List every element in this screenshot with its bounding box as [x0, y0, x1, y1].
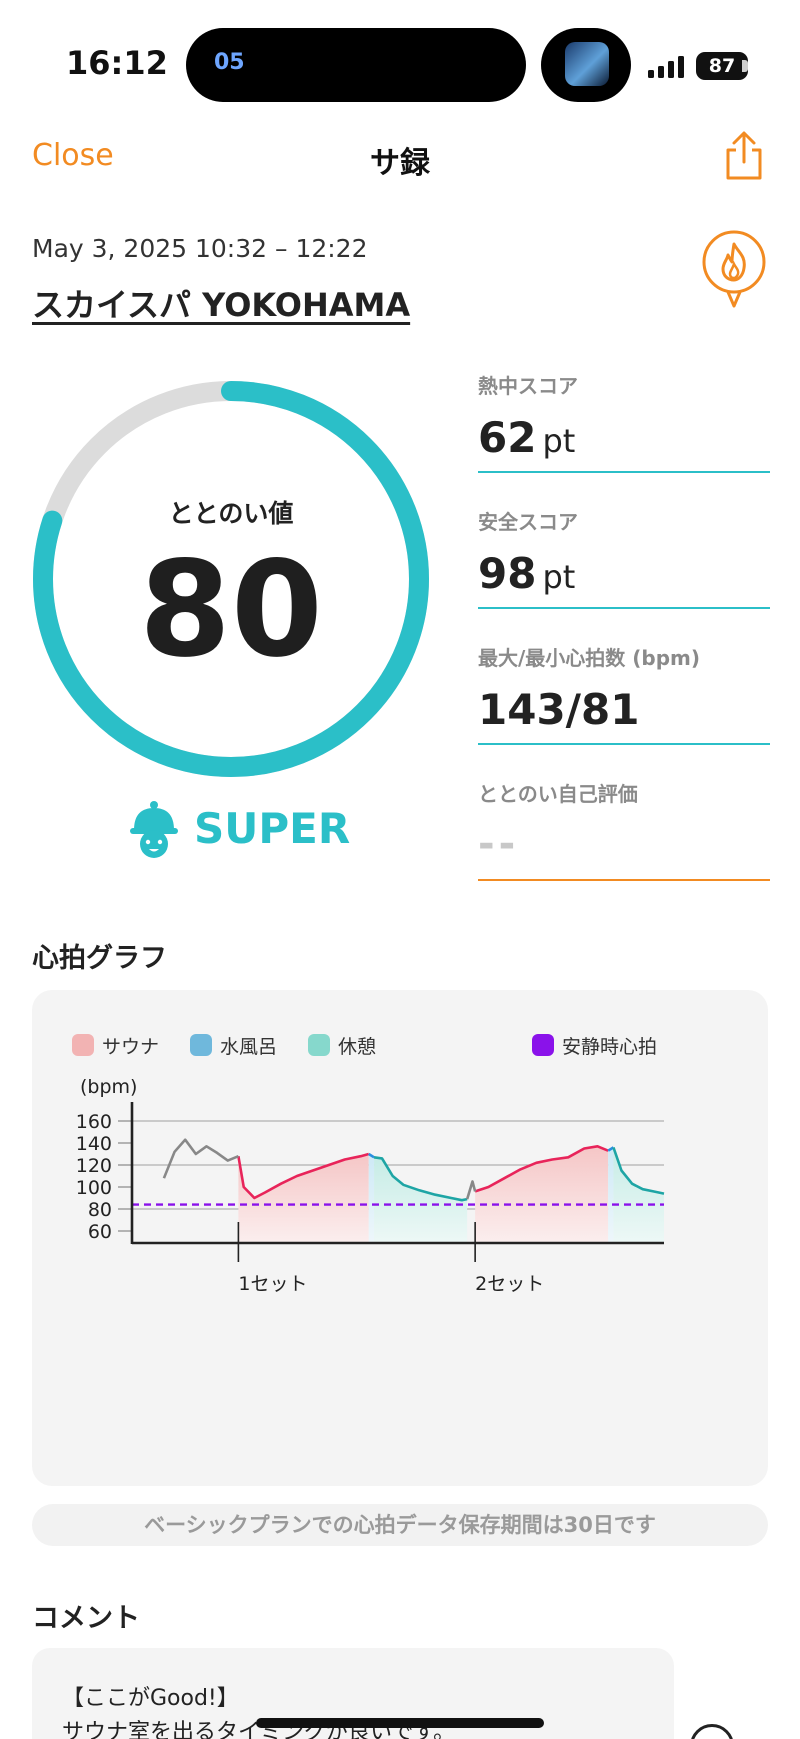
segment-fill — [475, 1146, 609, 1242]
segment-fill — [608, 1147, 614, 1242]
y-tick-label: 160 — [76, 1111, 112, 1133]
heart-rate-line — [465, 1180, 477, 1200]
heart-rate-line — [373, 1156, 468, 1202]
stat-heat-score: 熱中スコア 62 pt — [478, 370, 770, 473]
stat-heart-rate: 最大/最小心拍数 (bpm) 143/81 — [478, 642, 770, 745]
segment-fill — [613, 1147, 664, 1242]
heart-rate-line — [612, 1146, 665, 1195]
floating-action-button[interactable] — [690, 1724, 734, 1739]
y-tick-label: 120 — [76, 1155, 112, 1177]
battery-indicator: 87 — [696, 52, 748, 80]
cellular-signal-icon — [648, 56, 684, 78]
score-ring — [33, 381, 429, 777]
comment-heading: 【ここがGood!】 — [62, 1686, 239, 1711]
stat-safety-score: 安全スコア 98 pt — [478, 506, 770, 609]
heart-rate-line — [237, 1152, 370, 1200]
rank-mascot-icon — [130, 801, 178, 858]
y-tick-label: 100 — [76, 1177, 112, 1199]
comment-section-title: コメント — [32, 1603, 140, 1634]
y-tick-label: 80 — [88, 1199, 112, 1221]
stat-divider — [478, 743, 770, 745]
graph-section-title: 心拍グラフ — [32, 943, 167, 974]
stat-self-rating[interactable]: ととのい自己評価 -- — [478, 778, 770, 881]
legend-label: 安静時心拍 — [562, 1036, 657, 1058]
fire-badge-icon[interactable] — [700, 230, 768, 312]
dynamic-island-app[interactable] — [541, 28, 631, 102]
stat-label: ととのい自己評価 — [478, 782, 638, 806]
island-timer-text: 05 — [214, 50, 245, 75]
legend-swatch — [190, 1034, 212, 1056]
heart-rate-line — [474, 1145, 609, 1193]
app-thumbnail-icon — [565, 42, 609, 86]
segment-fill — [238, 1154, 369, 1242]
legend-swatch — [72, 1034, 94, 1056]
battery-cap-icon — [742, 60, 748, 72]
rank-label: SUPER — [194, 804, 351, 853]
legend-swatch — [308, 1034, 330, 1056]
legend-label: 水風呂 — [220, 1036, 277, 1058]
page-title: サ録 — [370, 146, 430, 181]
self-rating-value[interactable]: -- — [478, 821, 520, 867]
stat-divider — [478, 879, 770, 881]
stat-divider — [478, 607, 770, 609]
status-bar: 16:12 05 87 — [0, 0, 800, 120]
share-icon[interactable] — [722, 130, 766, 182]
heart-rate-graph-card: サウナ 水風呂 休憩 安静時心拍 (bpm) 160 140 120 100 80 60 1セット… — [32, 990, 768, 1486]
status-time: 16:12 — [66, 44, 168, 82]
heart-rate-line — [368, 1152, 375, 1159]
score-ring-progress — [33, 381, 429, 777]
stat-label: 安全スコア — [478, 510, 578, 534]
close-button[interactable]: Close — [32, 138, 114, 173]
stat-value: 98 pt — [478, 549, 576, 598]
facility-link[interactable]: スカイスパ YOKOHAMA — [32, 286, 411, 324]
stat-divider — [478, 471, 770, 473]
segment-fill — [374, 1157, 468, 1242]
segment-fill — [368, 1154, 375, 1242]
stat-label: 最大/最小心拍数 (bpm) — [478, 646, 701, 670]
score-value: 80 — [139, 533, 323, 687]
x-tick-label: 1セット — [238, 1273, 307, 1295]
legend-label: サウナ — [102, 1036, 159, 1058]
legend-swatch — [532, 1034, 554, 1056]
heart-rate-line — [162, 1138, 239, 1179]
dynamic-island[interactable]: 05 — [186, 28, 526, 102]
stat-value: 62 pt — [478, 413, 576, 462]
plan-notice: ベーシックプランでの心拍データ保存期間は30日です — [32, 1504, 768, 1546]
home-indicator — [256, 1718, 544, 1728]
stat-label: 熱中スコア — [478, 374, 578, 398]
chart-legend: サウナ 水風呂 休憩 安静時心拍 — [72, 1034, 657, 1058]
session-datetime: May 3, 2025 10:32 – 12:22 — [32, 234, 368, 263]
stat-value: 143/81 — [478, 685, 640, 734]
y-tick-label: 60 — [88, 1221, 112, 1243]
y-tick-label: 140 — [76, 1133, 112, 1155]
legend-label: 休憩 — [338, 1036, 376, 1058]
score-label: ととのい値 — [168, 499, 294, 528]
y-unit-label: (bpm) — [80, 1076, 137, 1098]
x-tick-label: 2セット — [475, 1273, 544, 1295]
